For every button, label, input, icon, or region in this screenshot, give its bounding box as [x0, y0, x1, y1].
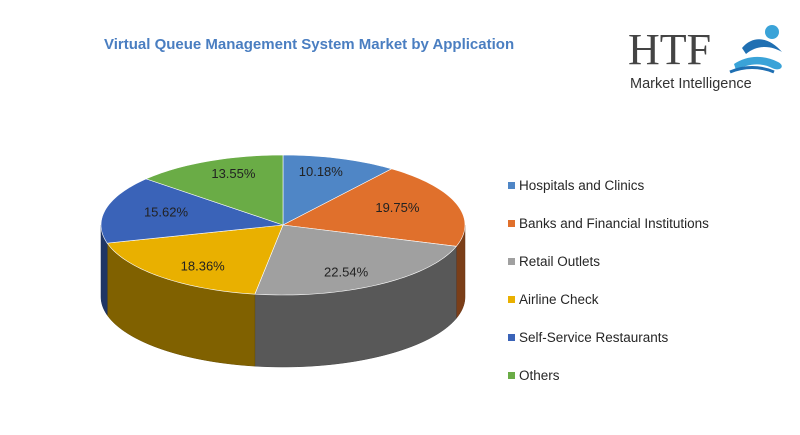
legend-item: Airline Check	[508, 280, 709, 318]
slice-label-1: 19.75%	[375, 200, 420, 215]
slice-label-5: 13.55%	[211, 166, 256, 181]
htf-logo: HTF Market Intelligence	[628, 25, 782, 92]
logo-tagline: Market Intelligence	[630, 76, 752, 92]
legend-item: Self-Service Restaurants	[508, 318, 709, 356]
legend-label: Airline Check	[519, 291, 599, 307]
slice-label-3: 18.36%	[181, 259, 226, 274]
logo-brand: HTF	[628, 25, 711, 74]
swimmer-icon	[729, 25, 782, 74]
slice-label-4: 15.62%	[144, 204, 189, 219]
legend-swatch	[508, 295, 515, 303]
pie-sides	[100, 224, 466, 368]
legend-swatch	[508, 371, 515, 379]
legend-swatch	[508, 257, 515, 265]
slice-label-2: 22.54%	[324, 265, 369, 280]
legend-item: Banks and Financial Institutions	[508, 204, 709, 242]
legend-item: Hospitals and Clinics	[508, 166, 709, 204]
legend-label: Banks and Financial Institutions	[519, 215, 709, 231]
legend-swatch	[508, 219, 515, 227]
legend-swatch	[508, 333, 515, 341]
pie-slice-1	[282, 168, 466, 247]
chart-title: Virtual Queue Management System Market b…	[104, 36, 515, 53]
legend-label: Retail Outlets	[519, 253, 601, 269]
legend-label: Hospitals and Clinics	[519, 177, 645, 193]
legend-label: Others	[519, 367, 560, 383]
pie-slice-4	[100, 178, 284, 244]
pie-labels: 10.18% 19.75% 22.54% 18.36% 15.62% 13.55%	[144, 164, 420, 280]
pie-slice-0	[282, 154, 393, 226]
legend-swatch	[508, 181, 515, 189]
legend-label: Self-Service Restaurants	[519, 329, 669, 345]
pie-top	[100, 154, 466, 296]
legend-item: Others	[508, 356, 709, 394]
pie-slice-3	[106, 224, 284, 295]
chart-legend: Hospitals and Clinics Banks and Financial…	[508, 166, 709, 394]
pie-slice-2	[254, 224, 457, 296]
legend-item: Retail Outlets	[508, 242, 709, 280]
slice-label-0: 10.18%	[299, 164, 344, 179]
pie-slice-5	[145, 154, 284, 226]
